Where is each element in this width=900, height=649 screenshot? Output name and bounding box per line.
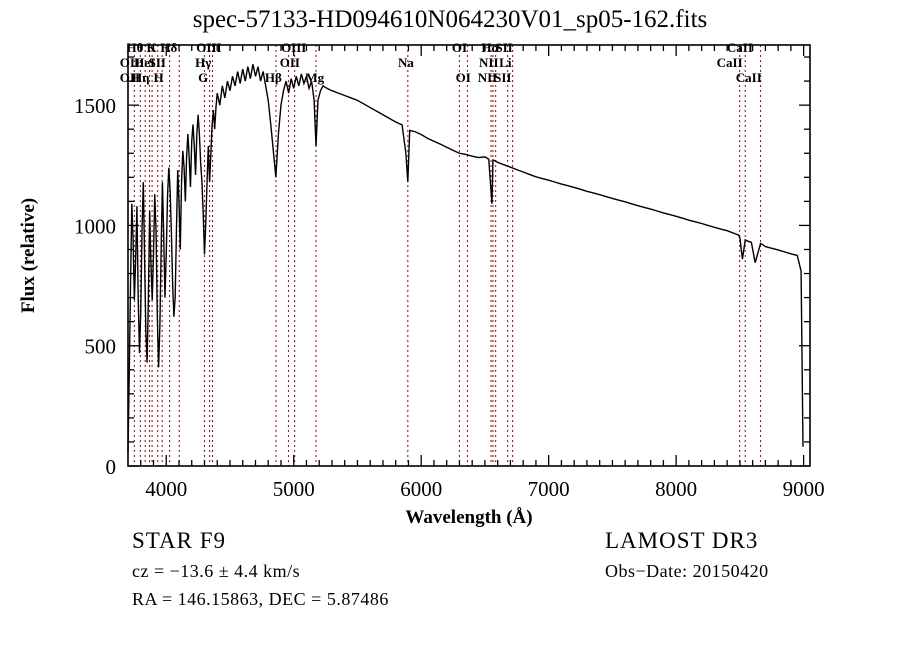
coordinates-line: RA = 146.15863, DEC = 5.87486 — [132, 589, 389, 609]
spectral-line-label: Hδ — [160, 40, 177, 55]
x-tick-label: 4000 — [145, 477, 187, 501]
y-tick-label: 0 — [106, 455, 117, 479]
spectral-line-label: H — [154, 70, 164, 85]
spectrum-trace-group — [127, 64, 804, 452]
spectral-line-label: HeI — [134, 55, 155, 70]
spectral-line-label: OII — [280, 55, 300, 70]
tick-label-group: 4000 5000 6000 7000 8000 9000 0 500 1000 1500 Wave… — [18, 94, 825, 528]
x-tick-label: 9000 — [783, 477, 825, 501]
spectral-line-label: K — [147, 40, 158, 55]
spectral-line-label: SII — [495, 40, 512, 55]
observation-date: Obs−Date: 20150420 — [605, 561, 769, 581]
spectral-line-label: Hβ — [265, 70, 282, 85]
spectral-line-label: NII — [479, 55, 499, 70]
x-tick-label: 7000 — [528, 477, 570, 501]
plot-frame — [127, 44, 811, 467]
object-class-line: STAR F9 — [132, 528, 226, 553]
spectral-line-label: Hη — [132, 70, 150, 85]
spectral-line-label: OIII — [196, 40, 221, 55]
spectral-line-label: CaII — [717, 55, 743, 70]
metadata-left: STAR F9 cz = −13.6 ± 4.4 km/s RA = 146.1… — [132, 528, 389, 617]
line-marker-group — [133, 45, 762, 466]
redshift-velocity-line: cz = −13.6 ± 4.4 km/s — [132, 561, 301, 581]
y-axis-title: Flux (relative) — [18, 198, 39, 313]
y-tick-label: 1500 — [74, 94, 116, 118]
spectral-line-label: OI — [456, 70, 471, 85]
survey-name: LAMOST DR3 — [605, 528, 759, 553]
x-tick-label: 5000 — [273, 477, 315, 501]
spectral-line-label: Li — [499, 55, 512, 70]
spectral-line-label: CaII — [727, 40, 753, 55]
page-title: spec-57133-HD094610N064230V01_sp05-162.f… — [192, 6, 708, 33]
spectral-line-label: Hγ — [195, 55, 211, 70]
spectral-line-label: Hθ — [127, 40, 144, 55]
spectral-line-label: Mg — [305, 70, 324, 85]
spectral-line-label: OI — [452, 40, 467, 55]
spectral-line-label: OII — [120, 70, 140, 85]
y-tick-label: 1000 — [74, 214, 116, 238]
spectral-line-label: SII — [149, 55, 166, 70]
spectral-line-label: Na — [398, 55, 414, 70]
spectral-line-label: Hα — [481, 40, 499, 55]
spectral-line-label: SII — [494, 70, 511, 85]
spectral-line-label: G — [198, 70, 208, 85]
x-axis-title: Wavelength (Å) — [405, 507, 532, 528]
axes-group — [127, 44, 811, 467]
y-tick-label: 500 — [85, 335, 117, 359]
x-tick-label: 6000 — [400, 477, 442, 501]
spectral-line-label: OIII — [281, 40, 306, 55]
metadata-right: LAMOST DR3 Obs−Date: 20150420 — [605, 528, 769, 589]
spectral-line-label: CaII — [736, 70, 762, 85]
spectrum-trace — [127, 64, 804, 452]
x-tick-label: 8000 — [655, 477, 697, 501]
spectral-line-label: NII — [478, 70, 498, 85]
spectral-line-label: OII — [120, 55, 140, 70]
